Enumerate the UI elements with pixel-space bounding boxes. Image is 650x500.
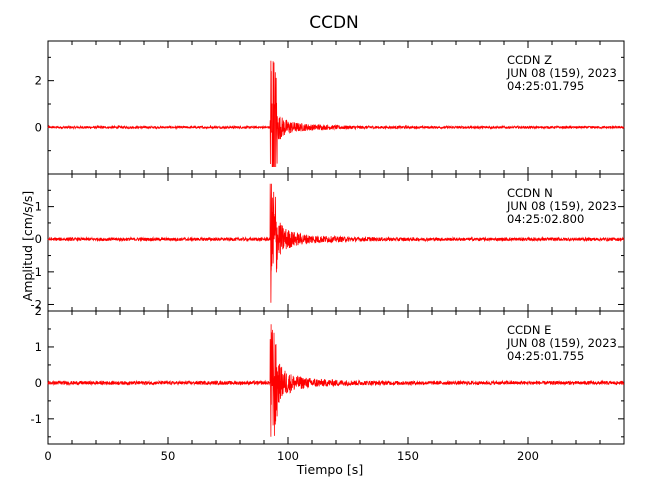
x-tick-label: 50 bbox=[161, 449, 176, 463]
trace-annotation-line: JUN 08 (159), 2023 bbox=[506, 66, 617, 80]
x-tick-label: 0 bbox=[44, 449, 51, 463]
y-tick-label: -1 bbox=[31, 265, 42, 279]
trace-annotation-line: CCDN Z bbox=[507, 53, 552, 67]
x-axis-label: Tiempo [s] bbox=[296, 462, 363, 477]
chart-title: CCDN bbox=[309, 13, 359, 33]
y-tick-label: 0 bbox=[35, 120, 42, 134]
y-tick-label: 2 bbox=[35, 74, 42, 88]
trace-annotation-line: 04:25:02.800 bbox=[507, 212, 584, 226]
trace-annotation-line: 04:25:01.795 bbox=[507, 79, 584, 93]
x-tick-label: 100 bbox=[277, 449, 299, 463]
trace-annotation-line: 04:25:01.755 bbox=[507, 349, 584, 363]
y-tick-label: 1 bbox=[35, 200, 42, 214]
y-tick-label: -2 bbox=[31, 297, 42, 311]
trace-annotation-line: JUN 08 (159), 2023 bbox=[506, 336, 617, 350]
y-tick-label: 2 bbox=[35, 304, 42, 318]
x-tick-label: 200 bbox=[517, 449, 539, 463]
y-tick-label: -1 bbox=[31, 412, 42, 426]
trace-annotation-line: CCDN E bbox=[507, 323, 551, 337]
y-axis-label: Amplitud [cm/s/s] bbox=[20, 191, 35, 302]
trace-annotation-line: JUN 08 (159), 2023 bbox=[506, 199, 617, 213]
waveform-trace bbox=[47, 324, 625, 437]
y-tick-label: 1 bbox=[35, 340, 42, 354]
y-tick-label: 0 bbox=[35, 232, 42, 246]
waveform-trace bbox=[47, 60, 625, 168]
waveform-trace bbox=[47, 183, 625, 303]
trace-annotation-line: CCDN N bbox=[507, 186, 553, 200]
x-tick-label: 150 bbox=[397, 449, 419, 463]
y-tick-label: 0 bbox=[35, 376, 42, 390]
